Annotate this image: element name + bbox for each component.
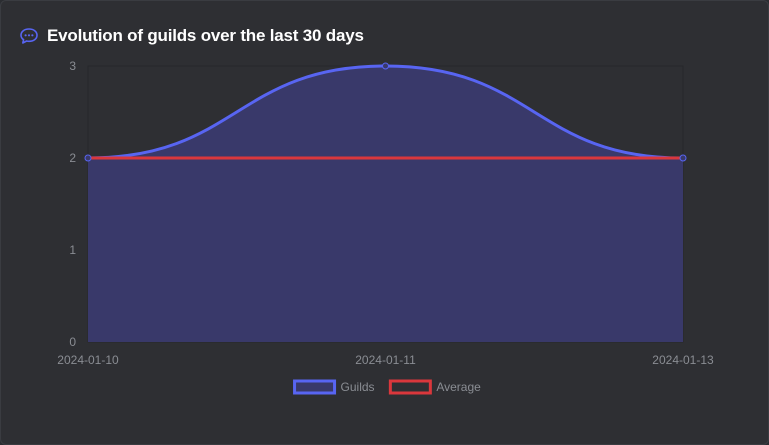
point-layer [84, 62, 687, 162]
x-axis-ticks: 2024-01-10 2024-01-11 2024-01-13 [57, 353, 714, 367]
x-tick-label: 2024-01-11 [355, 353, 416, 367]
guilds-area [88, 66, 683, 342]
guilds-point [84, 154, 92, 162]
legend-swatch-average [388, 379, 432, 395]
y-tick-label: 1 [69, 243, 76, 257]
legend-swatch-guilds [293, 379, 337, 395]
chat-bubble-icon [20, 28, 38, 44]
x-tick-label: 2024-01-13 [652, 353, 714, 367]
y-axis-ticks: 0 1 2 3 [69, 59, 76, 349]
legend-label-guilds: Guilds [341, 380, 375, 394]
y-tick-label: 3 [69, 59, 76, 73]
y-tick-label: 2 [69, 151, 76, 165]
guilds-point [382, 62, 389, 70]
area-layer [88, 66, 683, 342]
guilds-point [679, 154, 687, 162]
y-tick-label: 0 [69, 335, 76, 349]
x-tick-label: 2024-01-10 [57, 353, 119, 367]
card-header: Evolution of guilds over the last 30 day… [19, 26, 364, 46]
legend-label-average: Average [436, 380, 481, 394]
legend: Guilds Average [293, 379, 481, 395]
chart-title: Evolution of guilds over the last 30 day… [47, 26, 364, 45]
